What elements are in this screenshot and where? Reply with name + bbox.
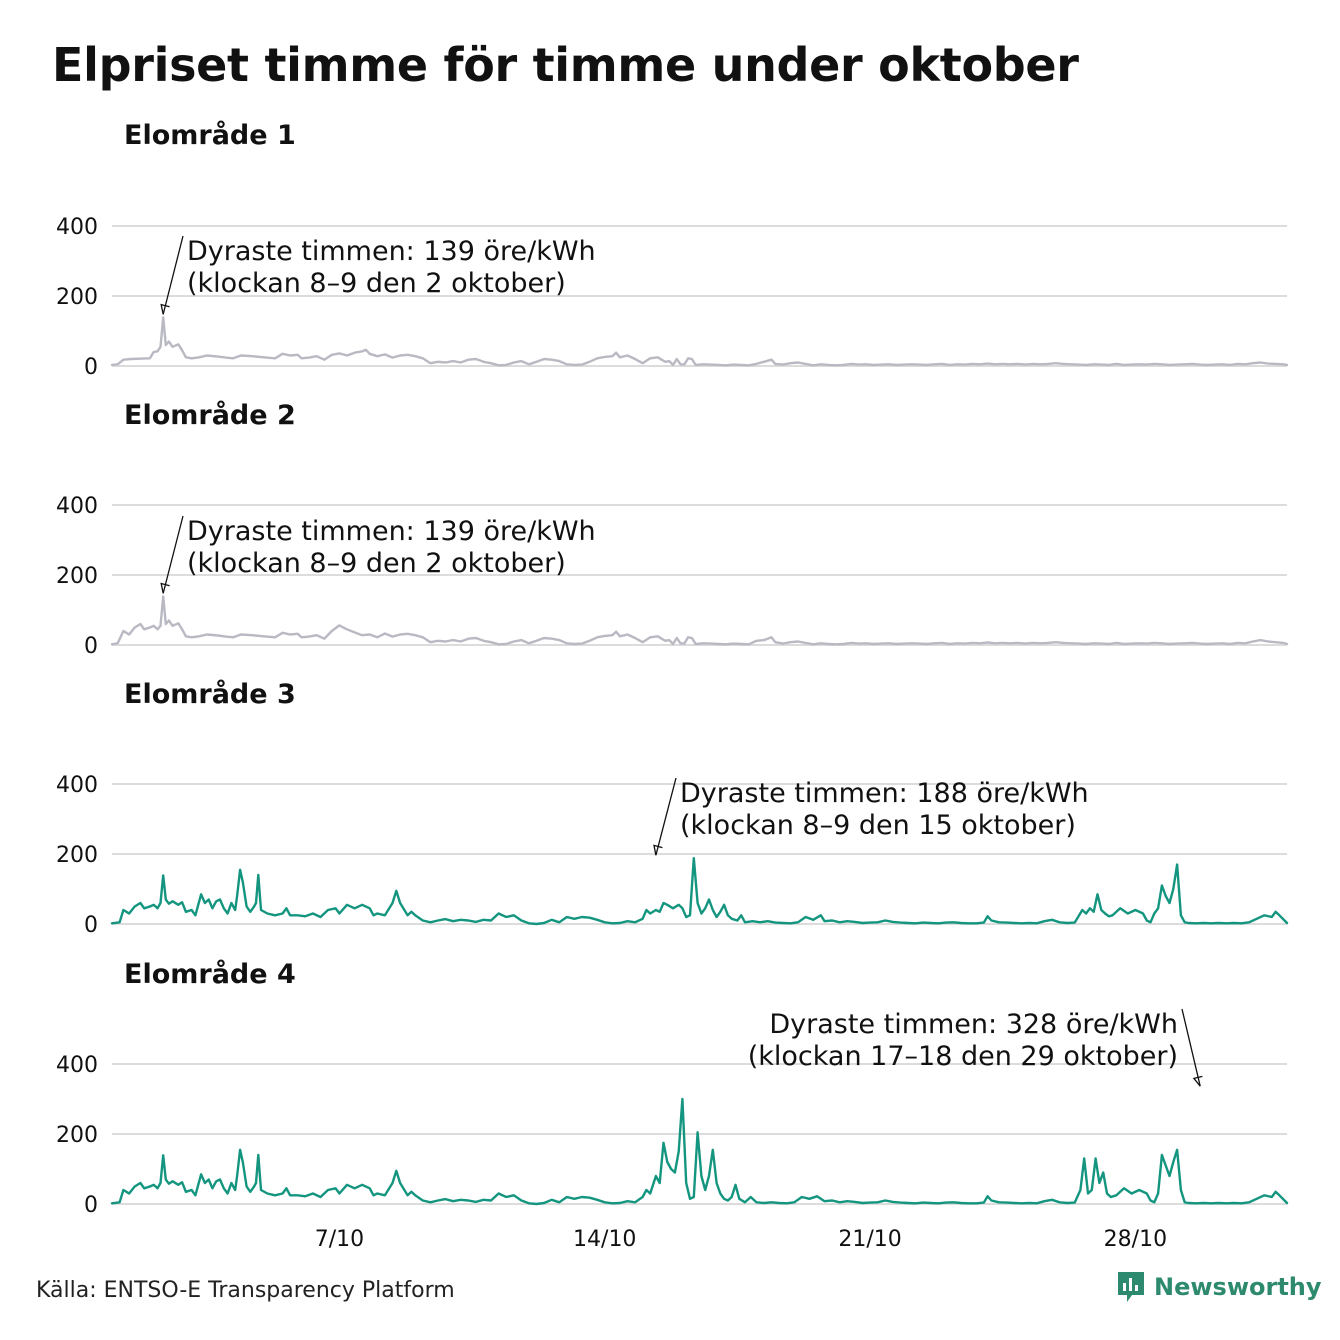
y-tick-label-2-200: 200	[56, 564, 98, 589]
annotation-arrowhead-4	[1192, 1075, 1203, 1087]
panel-title-1: Elområde 1	[124, 120, 296, 151]
annotation-line2-4: (klockan 17–18 den 29 oktober)	[748, 1041, 1178, 1072]
y-tick-label-4-400: 400	[56, 1053, 98, 1078]
annotation-line1-4: Dyraste timmen: 328 öre/kWh	[769, 1009, 1178, 1040]
panel-title-2: Elområde 2	[124, 400, 296, 431]
annotation-arrow-4	[1181, 1008, 1201, 1087]
y-tick-label-1-200: 200	[56, 285, 98, 310]
x-tick-label-3: 21/10	[838, 1227, 901, 1252]
annotation-arrowhead-1	[160, 303, 170, 315]
series-line-3	[110, 857, 1289, 926]
annotation-line2-3: (klockan 8–9 den 15 oktober)	[680, 810, 1076, 841]
source-note: Källa: ENTSO-E Transparency Platform	[36, 1278, 455, 1303]
y-tick-label-3-200: 200	[56, 843, 98, 868]
annotation-line2-1: (klockan 8–9 den 2 oktober)	[187, 268, 566, 299]
annotation-arrowhead-2	[160, 582, 170, 594]
x-tick-label-1: 7/10	[315, 1227, 364, 1252]
annotation-line2-2: (klockan 8–9 den 2 oktober)	[187, 548, 566, 579]
page-title: Elpriset timme för timme under oktober	[52, 38, 1079, 92]
newsworthy-logo-icon	[1118, 1272, 1144, 1302]
brand: Newsworthy	[1116, 1270, 1322, 1304]
brand-name: Newsworthy	[1154, 1273, 1322, 1301]
annotation-line1-1: Dyraste timmen: 139 öre/kWh	[187, 236, 596, 267]
annotation-arrow-1	[162, 235, 184, 315]
series-line-1	[110, 316, 1289, 367]
series-line-2	[110, 595, 1289, 646]
series-line-4	[110, 1097, 1289, 1206]
annotation-arrow-3	[655, 777, 677, 856]
annotation-arrowhead-3	[653, 844, 663, 856]
x-tick-label-4: 28/10	[1104, 1227, 1167, 1252]
y-tick-label-1-0: 0	[84, 355, 98, 380]
x-tick-label-2: 14/10	[573, 1227, 636, 1252]
y-tick-label-4-0: 0	[84, 1193, 98, 1218]
y-tick-label-1-400: 400	[56, 215, 98, 240]
annotation-line1-3: Dyraste timmen: 188 öre/kWh	[680, 778, 1089, 809]
annotation-arrow-2	[162, 515, 184, 594]
y-tick-label-2-400: 400	[56, 494, 98, 519]
panel-title-4: Elområde 4	[124, 959, 296, 990]
y-tick-label-3-400: 400	[56, 773, 98, 798]
annotation-line1-2: Dyraste timmen: 139 öre/kWh	[187, 516, 596, 547]
panel-title-3: Elområde 3	[124, 679, 296, 710]
y-tick-label-3-0: 0	[84, 913, 98, 938]
y-tick-label-4-200: 200	[56, 1123, 98, 1148]
y-tick-label-2-0: 0	[84, 634, 98, 659]
